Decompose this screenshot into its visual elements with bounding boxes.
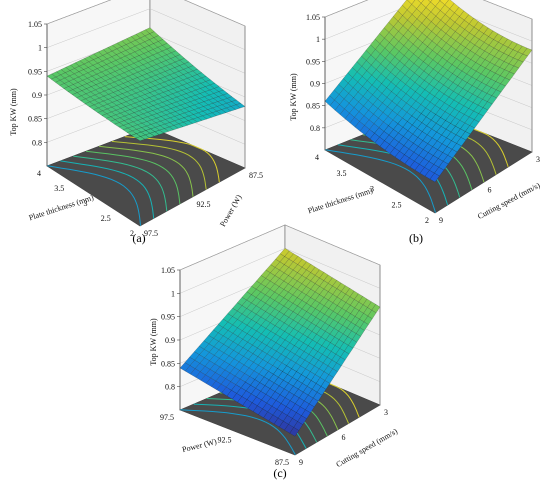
panel-label: (a) [132, 231, 145, 245]
z-tick-label: 0.95 [306, 57, 320, 66]
surface-plot-a: 0.8 0.85 0.9 0.95 1 1.05 4 3.5 3 2.5 2 97.5 92.5 87.5… [9, 0, 263, 245]
z-tick-label: 0.8 [165, 383, 175, 392]
z-tick-label: 1 [316, 35, 320, 44]
floor-contours [47, 136, 220, 226]
contour-line [60, 160, 155, 219]
z-tick-label: 1.05 [306, 13, 320, 22]
y-tick-label: 3 [384, 408, 388, 417]
wall-gridline [46, 0, 246, 27]
x-tick-label: 3.5 [54, 184, 64, 193]
x-tick-label: 2.5 [101, 214, 111, 223]
y-tick-label: 3 [536, 155, 540, 164]
surface-cell [135, 136, 146, 141]
wall-gridline [324, 0, 533, 20]
y-axis-label: Power (W) [218, 193, 244, 228]
x-tick-label: 4 [37, 169, 41, 178]
x-tick-label: 2 [130, 229, 134, 238]
x-tick-label: 3 [84, 199, 88, 208]
y-axis-label: Cutting speed (mm/s) [476, 180, 542, 221]
z-tick-label: 1.05 [161, 266, 175, 275]
x-axis-label: Power (W) [181, 437, 218, 454]
y-tick-label: 97.5 [144, 229, 158, 238]
surface-cell [429, 173, 440, 183]
z-tick-label: 1.05 [28, 20, 42, 29]
panel-label: (c) [273, 466, 286, 480]
contour-line [180, 409, 296, 456]
x-tick-label: 92.5 [218, 436, 232, 445]
y-tick-label: 6 [488, 186, 492, 195]
z-tick-label: 0.8 [32, 138, 42, 147]
contour-line [86, 150, 181, 205]
response-surface [46, 27, 246, 141]
x-tick-label: 2.5 [392, 200, 402, 209]
x-tick-label: 97.5 [160, 413, 174, 422]
wall-gridline [46, 8, 246, 50]
z-axis-label: Top KW (mm) [9, 88, 18, 136]
wall-gridline [179, 224, 381, 271]
y-tick-label: 92.5 [197, 200, 211, 209]
z-axis-label: Top KW (mm) [149, 318, 158, 366]
contour-line [325, 149, 436, 213]
z-axis-label: Top KW (mm) [289, 73, 298, 121]
y-tick-label: 9 [299, 458, 303, 467]
x-axis-label: Plate thickness (mm) [307, 186, 374, 216]
contour-line [98, 145, 194, 197]
z-tick-label: 0.85 [28, 115, 42, 124]
contour-line [47, 165, 141, 226]
z-tick-label: 1 [38, 44, 42, 53]
x-tick-label: 87.5 [275, 458, 289, 467]
x-tick-label: 4 [315, 153, 319, 162]
y-tick-label: 9 [439, 216, 443, 225]
z-tick-label: 1 [171, 289, 175, 298]
response-surface [324, 0, 533, 183]
x-tick-label: 3 [370, 185, 374, 194]
z-tick-label: 0.8 [310, 124, 320, 133]
wall-gridline [324, 0, 533, 42]
z-tick-label: 0.9 [310, 80, 320, 89]
surface-plot-b: 0.8 0.85 0.9 0.95 1 1.05 4 3.5 3 2.5 2 9 6 3 Top KW (m… [289, 0, 542, 245]
z-tick-label: 0.95 [28, 67, 42, 76]
z-tick-label: 0.85 [306, 102, 320, 111]
y-tick-label: 6 [342, 433, 346, 442]
z-tick-label: 0.9 [32, 91, 42, 100]
y-tick-label: 87.5 [249, 171, 263, 180]
z-tick-label: 0.85 [161, 359, 175, 368]
x-tick-label: 2 [425, 216, 429, 225]
contour-line [73, 155, 168, 212]
x-tick-label: 3.5 [337, 169, 347, 178]
surface-cell [289, 427, 300, 437]
z-tick-label: 0.95 [161, 313, 175, 322]
contour-line [124, 136, 220, 183]
contour-line [111, 140, 207, 190]
panel-label: (b) [409, 231, 423, 245]
surface-plot-c: 0.8 0.85 0.9 0.95 1 1.05 97.5 92.5 87.5 9 6 3 Top KW… [149, 224, 399, 480]
response-surface [179, 248, 381, 437]
z-tick-label: 0.9 [165, 336, 175, 345]
